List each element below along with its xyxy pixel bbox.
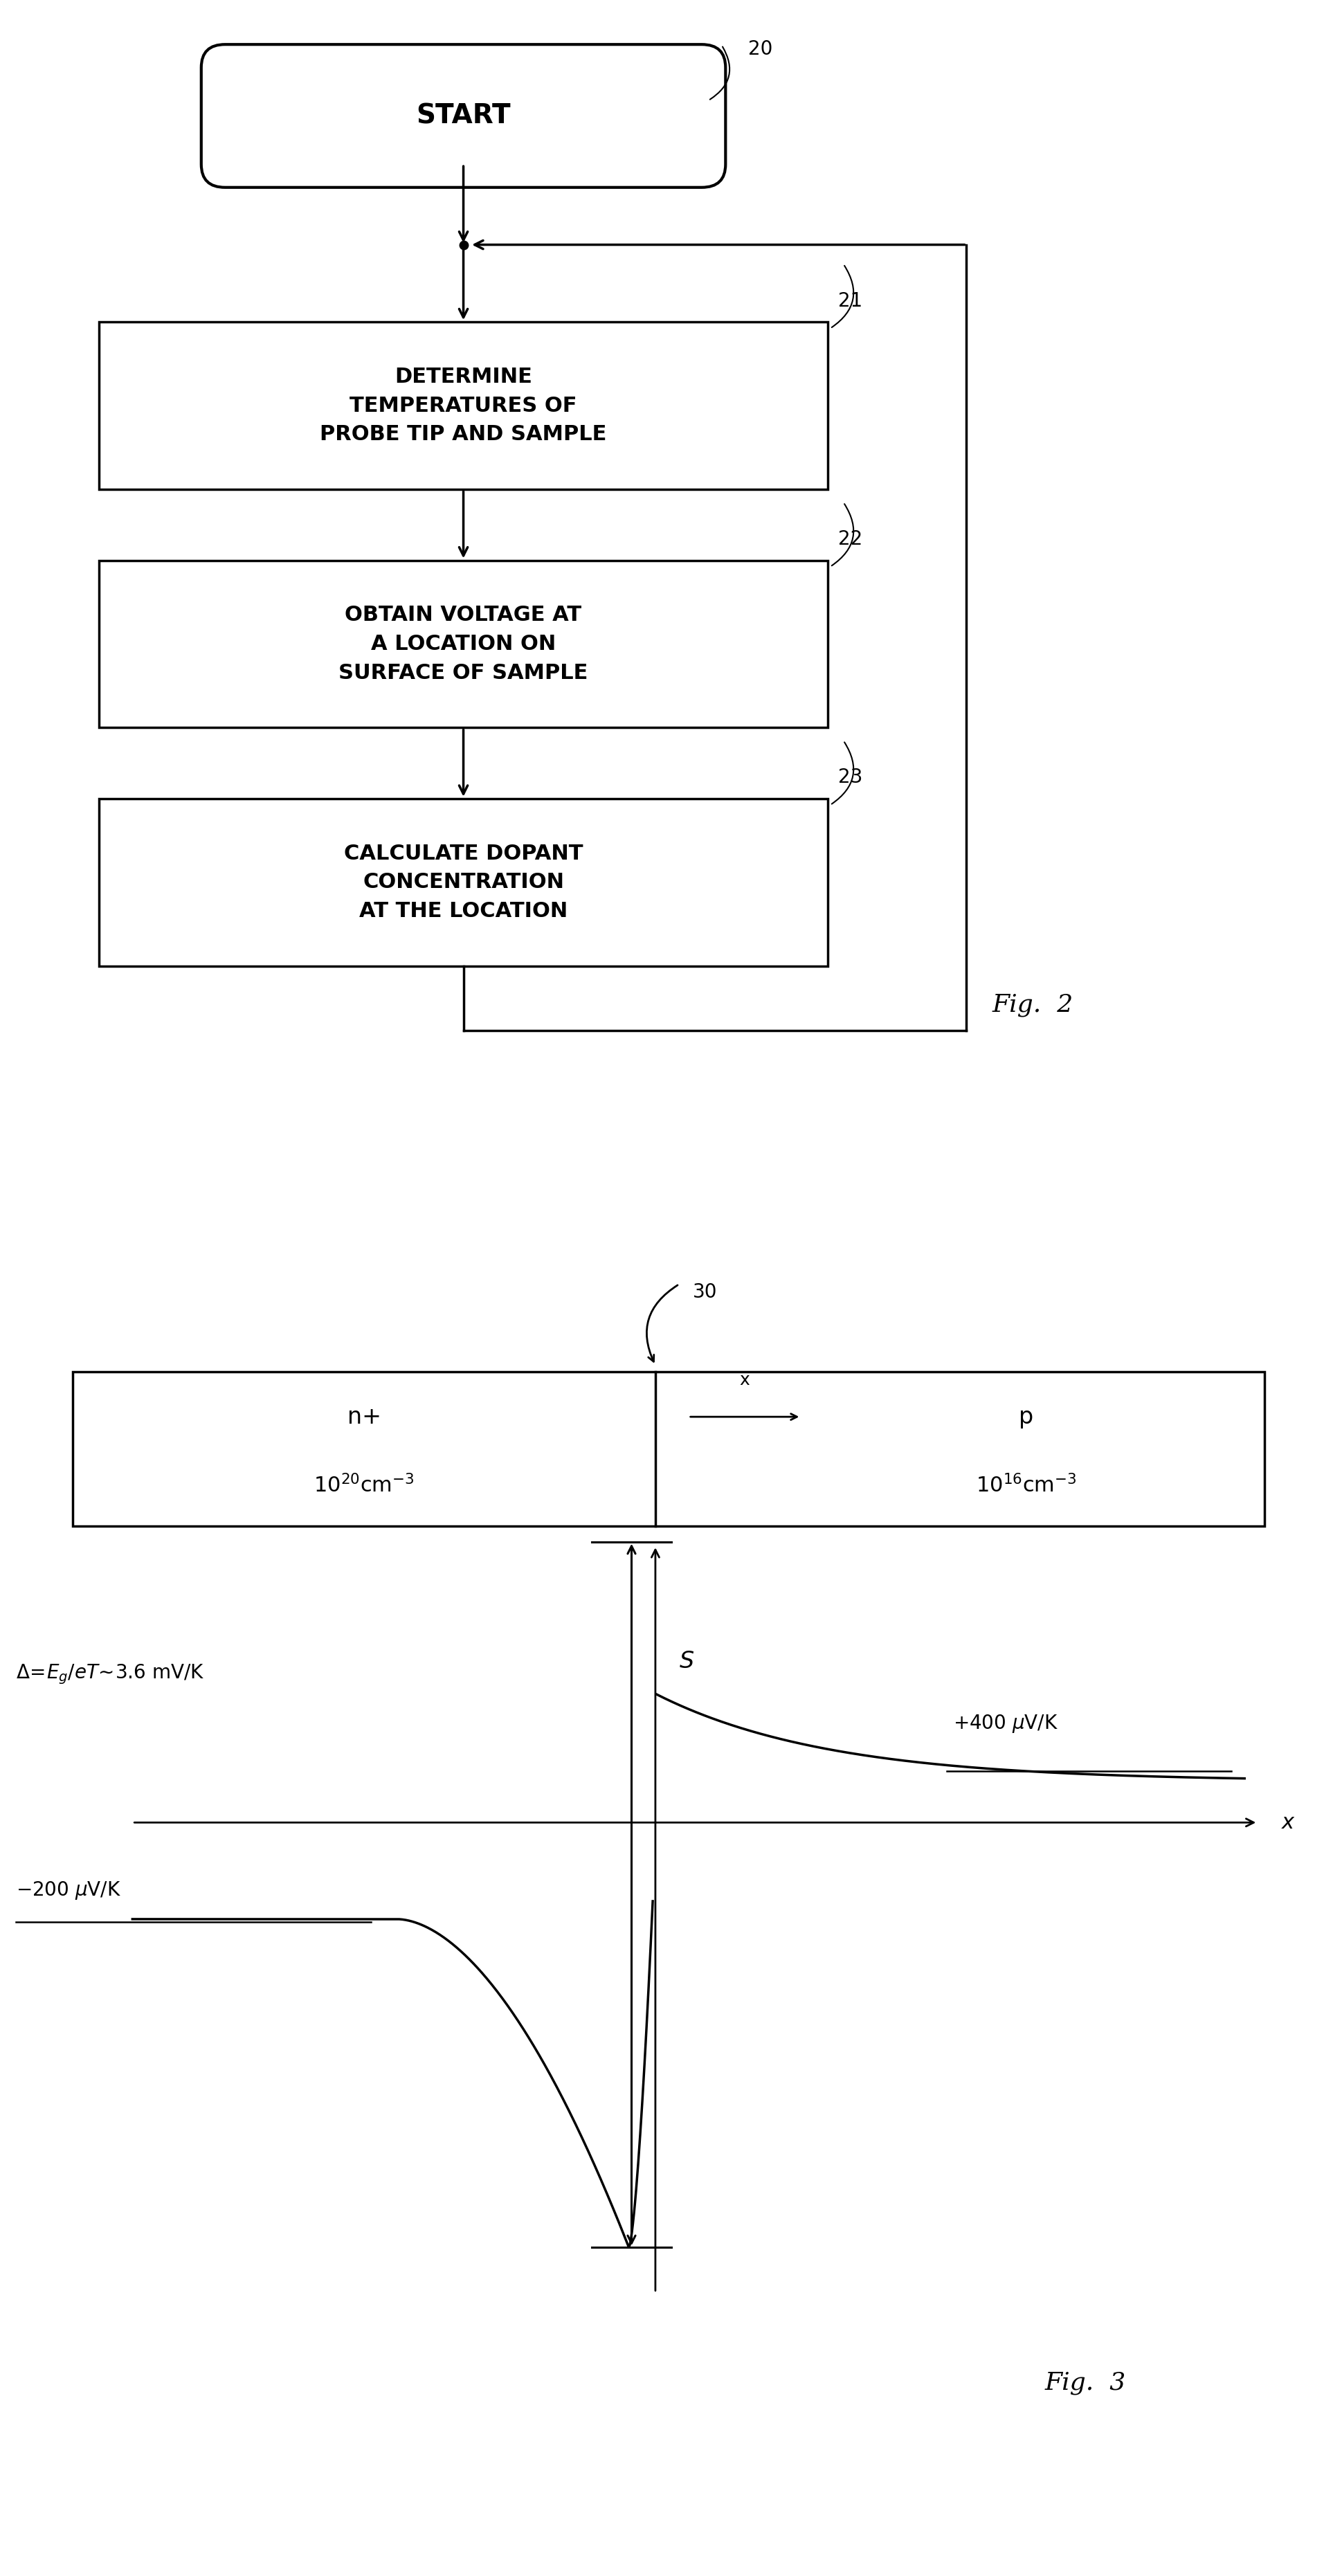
FancyBboxPatch shape	[201, 44, 726, 188]
Text: $10^{16}$cm$^{-3}$: $10^{16}$cm$^{-3}$	[976, 1473, 1076, 1497]
Text: $+400\ \mu\mathrm{V/K}$: $+400\ \mu\mathrm{V/K}$	[953, 1713, 1058, 1734]
Text: 20: 20	[748, 39, 772, 59]
Bar	[73, 1370, 1264, 1525]
Text: DETERMINE
TEMPERATURES OF
PROBE TIP AND SAMPLE: DETERMINE TEMPERATURES OF PROBE TIP AND …	[320, 366, 606, 446]
Text: 21: 21	[838, 291, 862, 312]
Text: 23: 23	[838, 768, 862, 788]
Text: OBTAIN VOLTAGE AT
A LOCATION ON
SURFACE OF SAMPLE: OBTAIN VOLTAGE AT A LOCATION ON SURFACE …	[339, 605, 588, 683]
Bar	[99, 562, 828, 726]
Text: 30: 30	[692, 1283, 718, 1301]
Text: S: S	[679, 1651, 694, 1672]
Text: p: p	[1018, 1406, 1034, 1427]
Bar	[99, 322, 828, 489]
Text: x: x	[740, 1373, 749, 1388]
Text: CALCULATE DOPANT
CONCENTRATION
AT THE LOCATION: CALCULATE DOPANT CONCENTRATION AT THE LO…	[344, 842, 583, 922]
Text: 22: 22	[838, 531, 862, 549]
Text: $-200\ \mu\mathrm{V/K}$: $-200\ \mu\mathrm{V/K}$	[16, 1880, 120, 1901]
Text: n+: n+	[347, 1406, 381, 1427]
Text: $\Delta\!=\!E_g/eT\!\sim\!3.6\ \mathrm{mV/K}$: $\Delta\!=\!E_g/eT\!\sim\!3.6\ \mathrm{m…	[16, 1662, 204, 1687]
Text: Fig.  2: Fig. 2	[992, 992, 1074, 1018]
Text: $10^{20}$cm$^{-3}$: $10^{20}$cm$^{-3}$	[314, 1473, 414, 1497]
Text: Fig.  3: Fig. 3	[1045, 2370, 1127, 2396]
Text: x: x	[1282, 1814, 1294, 1832]
Text: START: START	[416, 103, 511, 129]
Bar	[99, 799, 828, 966]
